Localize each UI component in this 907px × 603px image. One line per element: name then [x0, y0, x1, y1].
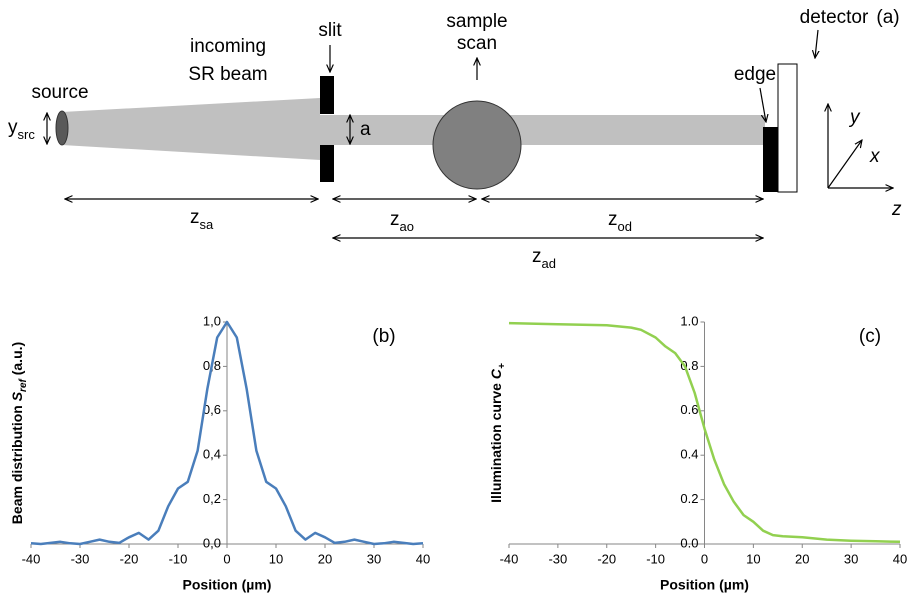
label: zad: [532, 246, 556, 271]
y-title-sub: +: [497, 363, 508, 369]
label: SR beam: [188, 64, 267, 85]
y-tick-label: 0,4: [203, 447, 221, 462]
y-title-sub: ref: [18, 377, 29, 391]
y-title-symbol: S: [9, 391, 25, 401]
label-main: y: [8, 117, 18, 138]
y-tick-label: 0,2: [203, 491, 221, 506]
y-tick-label: 0.4: [680, 447, 698, 462]
data-line: [508, 321, 901, 544]
x-tick-label: 10: [746, 551, 760, 566]
label: x: [869, 146, 881, 167]
x-axis-title: Position (µm): [660, 577, 749, 593]
y-axis-title: Illumination curve C+: [488, 363, 508, 503]
y-axis-title: Beam distribution Sref (a.u.): [9, 342, 29, 524]
label-sub: od: [618, 219, 632, 234]
label: a: [360, 119, 371, 140]
beam: [62, 98, 765, 160]
label: z: [891, 199, 902, 220]
y-tick-label: 0.6: [680, 402, 698, 417]
x-tick-label: -30: [548, 551, 567, 566]
source-shape: [55, 110, 69, 146]
label-main: z: [532, 246, 542, 267]
label-main: z: [190, 207, 200, 228]
y-tick-label: 1,0: [203, 313, 221, 328]
label-sub: sa: [200, 217, 215, 232]
sample-shape: [432, 100, 522, 190]
x-tick-label: 40: [416, 551, 430, 566]
y-title-text: Beam distribution: [9, 401, 25, 524]
y-tick-label: 0,6: [203, 402, 221, 417]
label-sub: src: [18, 127, 36, 142]
x-tick-label: -40: [22, 551, 41, 566]
label-sub: ao: [400, 219, 414, 234]
chart: -40 -30 -20 -10 0 10 20 30 400.00.20.40.60.81.0P…: [488, 313, 907, 592]
label: edge: [734, 64, 776, 85]
x-tick-label: 10: [269, 551, 283, 566]
label: zao: [390, 209, 414, 234]
label: y: [848, 107, 861, 128]
y-tick-label: 0.2: [680, 491, 698, 506]
edge-shape: [763, 127, 778, 192]
panel-label: (b): [372, 326, 395, 347]
label: slit: [318, 20, 342, 41]
diagram: (a) source ysrc incoming SR beam slit sa…: [8, 7, 902, 271]
detector-shape: [777, 63, 798, 193]
label: source: [31, 82, 88, 103]
x-axis-title: Position (µm): [183, 577, 272, 593]
x-tick-label: -40: [500, 551, 519, 566]
slit-top: [320, 76, 334, 114]
x-tick-label: 20: [318, 551, 332, 566]
x-tick-label: 30: [367, 551, 381, 566]
panel-label: (a): [876, 7, 899, 28]
x-tick-label: 30: [844, 551, 858, 566]
x-tick-label: -20: [597, 551, 616, 566]
x-tick-label: -30: [71, 551, 90, 566]
y-title-unit: (a.u.): [9, 342, 25, 379]
y-title-text: Illumination curve: [488, 379, 504, 503]
label: zod: [608, 209, 632, 234]
label: zsa: [190, 207, 214, 232]
label-sub: ad: [542, 256, 556, 271]
x-tick-label: 0: [701, 551, 708, 566]
label: detector: [800, 7, 869, 28]
label: ysrc: [8, 117, 35, 142]
label: sample: [446, 11, 507, 32]
label: scan: [457, 33, 497, 54]
label-main: z: [390, 209, 400, 230]
x-tick-label: 20: [795, 551, 809, 566]
data-line: [30, 320, 424, 546]
y-tick-label: 0,0: [203, 535, 221, 550]
x-tick-label: 40: [893, 551, 907, 566]
slit-bottom: [320, 145, 334, 182]
y-tick-label: 0.0: [680, 535, 698, 550]
arrows: [47, 29, 893, 238]
y-tick-label: 1.0: [680, 313, 698, 328]
chart: -40 -30 -20 -10 0 10 20 30 400,00,20,40,60,81,0P…: [9, 313, 431, 592]
x-tick-label: 0: [223, 551, 230, 566]
label: incoming: [190, 36, 266, 57]
panel-label: (c): [859, 326, 881, 347]
x-tick-label: -20: [120, 551, 139, 566]
y-title-symbol: C: [488, 368, 504, 379]
x-tick-label: -10: [646, 551, 665, 566]
label-main: z: [608, 209, 618, 230]
x-tick-label: -10: [169, 551, 188, 566]
